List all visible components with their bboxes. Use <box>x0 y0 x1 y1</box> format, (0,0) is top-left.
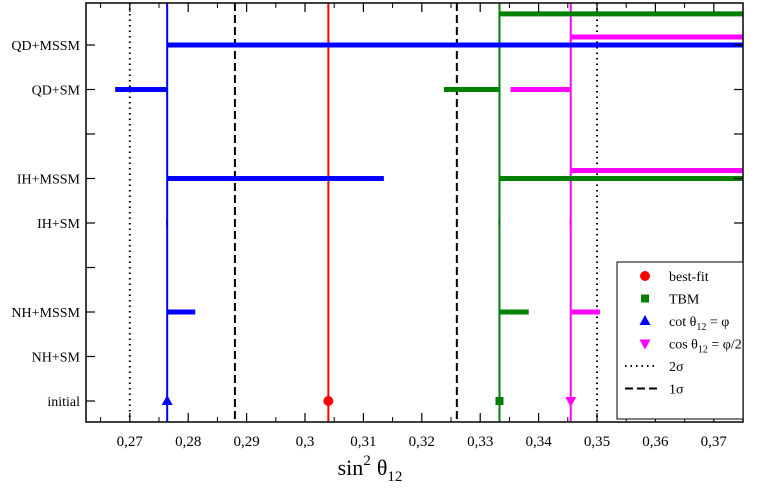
plot-frame <box>85 2 744 423</box>
x-tick-label: 0,3 <box>296 434 315 450</box>
y-category-label: NH+SM <box>32 351 81 366</box>
y-category-label: NH+MSSM <box>11 306 80 321</box>
x-tick-label: 0,27 <box>117 434 144 450</box>
y-category-label: QD+MSSM <box>11 39 80 54</box>
legend-marker-square <box>641 294 649 303</box>
y-category-label: initial <box>47 395 80 410</box>
legend-marker-triangle-down <box>639 339 651 350</box>
legend-label: 2σ <box>669 360 684 375</box>
data-point-0-0 <box>323 396 334 406</box>
data-point-3-0 <box>565 397 577 407</box>
y-category-label: IH+SM <box>37 217 80 232</box>
legend-marker-circle <box>640 271 650 281</box>
legend-marker-triangle-up <box>639 315 651 325</box>
x-tick-label: 0,32 <box>409 434 435 450</box>
x-tick-label: 0,29 <box>233 434 259 450</box>
x-tick-label: 0,33 <box>467 434 493 450</box>
legend-label: cos θ12 = φ/2 <box>669 338 742 356</box>
x-tick-label: 0,28 <box>175 434 201 450</box>
x-tick-label: 0,36 <box>642 434 669 450</box>
x-tick-label: 0,35 <box>584 434 610 450</box>
legend-label: TBM <box>669 293 700 308</box>
data-point-2-0 <box>161 395 173 405</box>
data-point-1-0 <box>495 397 504 405</box>
legend-label: 1σ <box>669 383 684 398</box>
legend-box <box>616 261 744 420</box>
x-axis-title: sin2 θ12 <box>338 453 403 485</box>
legend-label: cot θ12 = φ <box>669 315 729 333</box>
y-category-label: IH+MSSM <box>17 173 81 188</box>
x-tick-label: 0,37 <box>701 434 728 450</box>
y-category-label: QD+SM <box>32 84 81 99</box>
x-tick-label: 0,34 <box>525 434 552 450</box>
legend-label: best-fit <box>669 270 709 285</box>
x-tick-label: 0,31 <box>350 434 376 450</box>
